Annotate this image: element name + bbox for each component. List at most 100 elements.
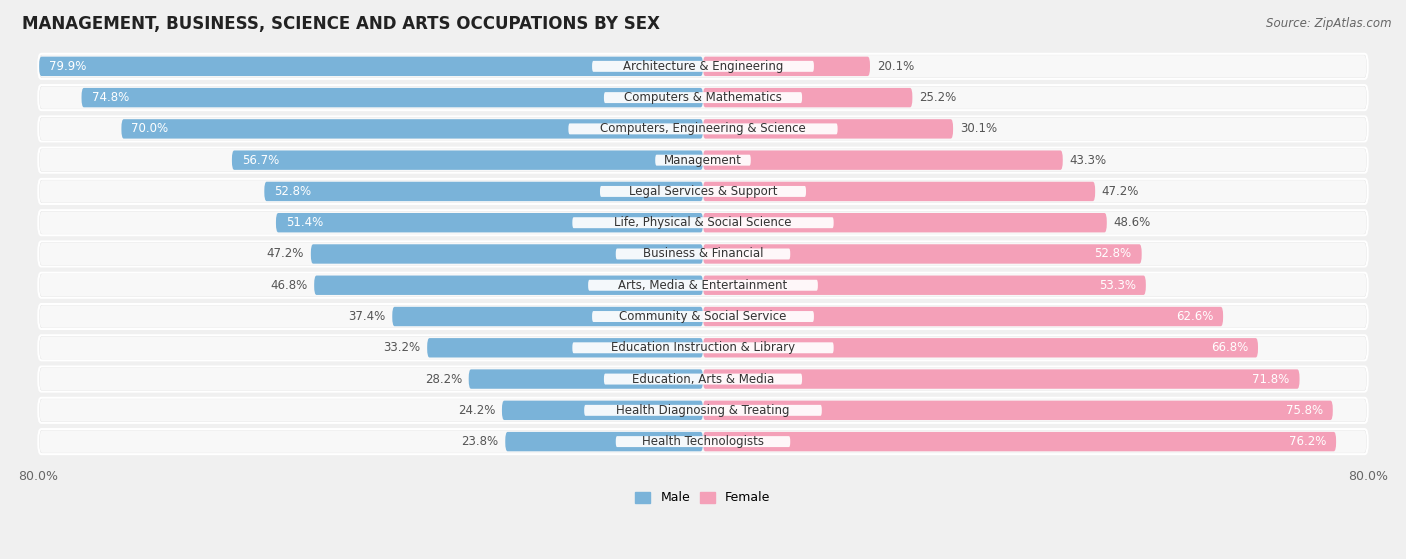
- FancyBboxPatch shape: [314, 276, 703, 295]
- FancyBboxPatch shape: [427, 338, 703, 358]
- FancyBboxPatch shape: [38, 335, 1368, 361]
- Text: Community & Social Service: Community & Social Service: [619, 310, 787, 323]
- FancyBboxPatch shape: [38, 304, 1368, 329]
- FancyBboxPatch shape: [39, 243, 1367, 265]
- FancyBboxPatch shape: [572, 342, 834, 353]
- FancyBboxPatch shape: [703, 401, 1333, 420]
- Text: 75.8%: 75.8%: [1285, 404, 1323, 417]
- FancyBboxPatch shape: [655, 155, 751, 165]
- FancyBboxPatch shape: [616, 249, 790, 259]
- Text: Computers & Mathematics: Computers & Mathematics: [624, 91, 782, 104]
- FancyBboxPatch shape: [592, 311, 814, 322]
- FancyBboxPatch shape: [38, 116, 1368, 141]
- Text: 66.8%: 66.8%: [1211, 342, 1249, 354]
- Text: 47.2%: 47.2%: [267, 248, 304, 260]
- Text: 74.8%: 74.8%: [91, 91, 129, 104]
- FancyBboxPatch shape: [392, 307, 703, 326]
- Text: 43.3%: 43.3%: [1070, 154, 1107, 167]
- FancyBboxPatch shape: [588, 280, 818, 291]
- FancyBboxPatch shape: [38, 210, 1368, 235]
- FancyBboxPatch shape: [616, 436, 790, 447]
- Text: 71.8%: 71.8%: [1253, 372, 1289, 386]
- FancyBboxPatch shape: [39, 430, 1367, 453]
- FancyBboxPatch shape: [38, 367, 1368, 391]
- FancyBboxPatch shape: [38, 54, 1368, 79]
- FancyBboxPatch shape: [39, 56, 703, 76]
- FancyBboxPatch shape: [703, 244, 1142, 264]
- FancyBboxPatch shape: [38, 85, 1368, 110]
- FancyBboxPatch shape: [703, 213, 1107, 233]
- Text: Source: ZipAtlas.com: Source: ZipAtlas.com: [1267, 17, 1392, 30]
- FancyBboxPatch shape: [703, 432, 1336, 451]
- FancyBboxPatch shape: [605, 373, 801, 385]
- FancyBboxPatch shape: [311, 244, 703, 264]
- Text: Management: Management: [664, 154, 742, 167]
- Text: 62.6%: 62.6%: [1175, 310, 1213, 323]
- FancyBboxPatch shape: [592, 61, 814, 72]
- Text: Business & Financial: Business & Financial: [643, 248, 763, 260]
- Text: Computers, Engineering & Science: Computers, Engineering & Science: [600, 122, 806, 135]
- Text: 48.6%: 48.6%: [1114, 216, 1150, 229]
- Text: Legal Services & Support: Legal Services & Support: [628, 185, 778, 198]
- FancyBboxPatch shape: [39, 274, 1367, 296]
- Text: 53.3%: 53.3%: [1099, 279, 1136, 292]
- Text: Health Technologists: Health Technologists: [643, 435, 763, 448]
- FancyBboxPatch shape: [583, 405, 823, 416]
- FancyBboxPatch shape: [39, 117, 1367, 140]
- FancyBboxPatch shape: [703, 338, 1258, 358]
- FancyBboxPatch shape: [502, 401, 703, 420]
- FancyBboxPatch shape: [121, 119, 703, 139]
- Text: 28.2%: 28.2%: [425, 372, 463, 386]
- Text: 47.2%: 47.2%: [1102, 185, 1139, 198]
- FancyBboxPatch shape: [703, 88, 912, 107]
- Text: Health Diagnosing & Treating: Health Diagnosing & Treating: [616, 404, 790, 417]
- FancyBboxPatch shape: [39, 86, 1367, 109]
- FancyBboxPatch shape: [703, 276, 1146, 295]
- Text: 30.1%: 30.1%: [960, 122, 997, 135]
- FancyBboxPatch shape: [703, 307, 1223, 326]
- FancyBboxPatch shape: [600, 186, 806, 197]
- Text: 52.8%: 52.8%: [274, 185, 311, 198]
- Text: 56.7%: 56.7%: [242, 154, 280, 167]
- Text: Education Instruction & Library: Education Instruction & Library: [612, 342, 794, 354]
- FancyBboxPatch shape: [82, 88, 703, 107]
- FancyBboxPatch shape: [38, 273, 1368, 298]
- FancyBboxPatch shape: [605, 92, 801, 103]
- Text: Life, Physical & Social Science: Life, Physical & Social Science: [614, 216, 792, 229]
- Text: 20.1%: 20.1%: [877, 60, 914, 73]
- FancyBboxPatch shape: [39, 368, 1367, 390]
- Text: 46.8%: 46.8%: [270, 279, 308, 292]
- Text: 37.4%: 37.4%: [349, 310, 385, 323]
- FancyBboxPatch shape: [38, 179, 1368, 204]
- FancyBboxPatch shape: [39, 180, 1367, 203]
- FancyBboxPatch shape: [703, 182, 1095, 201]
- FancyBboxPatch shape: [703, 119, 953, 139]
- FancyBboxPatch shape: [38, 241, 1368, 267]
- Text: 52.8%: 52.8%: [1095, 248, 1132, 260]
- FancyBboxPatch shape: [264, 182, 703, 201]
- FancyBboxPatch shape: [232, 150, 703, 170]
- Text: Education, Arts & Media: Education, Arts & Media: [631, 372, 775, 386]
- Text: 51.4%: 51.4%: [285, 216, 323, 229]
- Text: Arts, Media & Entertainment: Arts, Media & Entertainment: [619, 279, 787, 292]
- Text: 33.2%: 33.2%: [384, 342, 420, 354]
- FancyBboxPatch shape: [276, 213, 703, 233]
- FancyBboxPatch shape: [38, 148, 1368, 173]
- Text: 25.2%: 25.2%: [920, 91, 956, 104]
- Text: 24.2%: 24.2%: [458, 404, 495, 417]
- FancyBboxPatch shape: [39, 337, 1367, 359]
- Text: 76.2%: 76.2%: [1289, 435, 1326, 448]
- FancyBboxPatch shape: [703, 150, 1063, 170]
- Legend: Male, Female: Male, Female: [630, 486, 776, 509]
- FancyBboxPatch shape: [39, 305, 1367, 328]
- FancyBboxPatch shape: [39, 149, 1367, 172]
- Text: 23.8%: 23.8%: [461, 435, 499, 448]
- Text: 79.9%: 79.9%: [49, 60, 87, 73]
- FancyBboxPatch shape: [703, 369, 1299, 389]
- Text: 70.0%: 70.0%: [131, 122, 169, 135]
- FancyBboxPatch shape: [505, 432, 703, 451]
- FancyBboxPatch shape: [39, 55, 1367, 78]
- FancyBboxPatch shape: [39, 399, 1367, 421]
- Text: MANAGEMENT, BUSINESS, SCIENCE AND ARTS OCCUPATIONS BY SEX: MANAGEMENT, BUSINESS, SCIENCE AND ARTS O…: [21, 15, 659, 33]
- FancyBboxPatch shape: [38, 429, 1368, 454]
